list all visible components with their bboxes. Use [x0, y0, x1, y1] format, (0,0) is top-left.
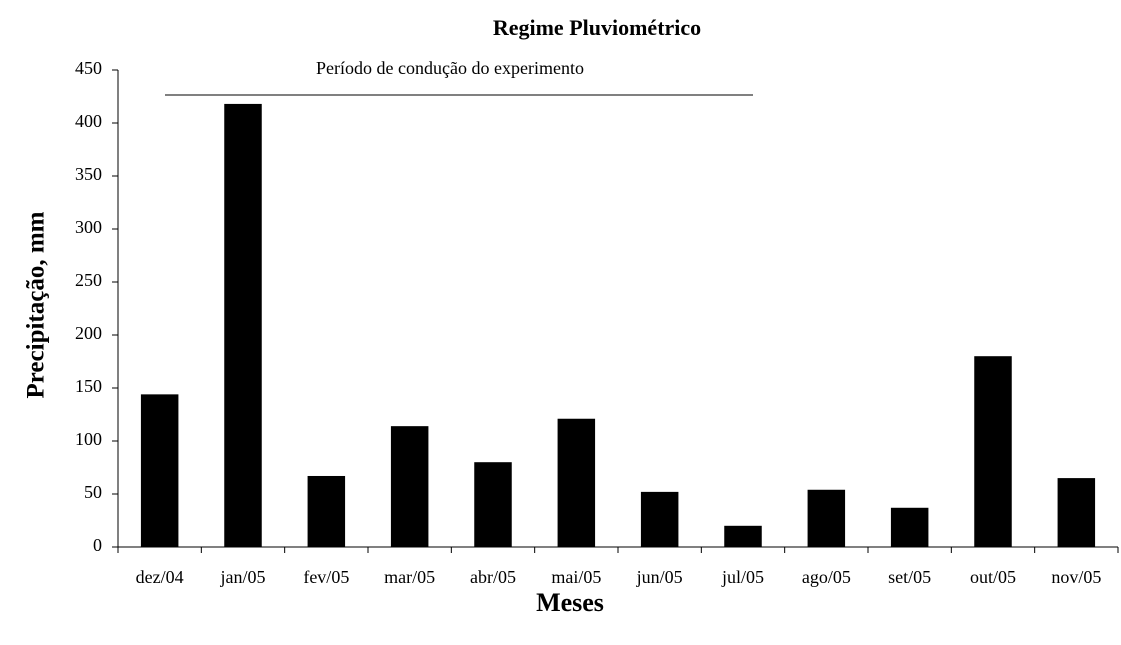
bar — [557, 418, 596, 547]
y-axis-label: Precipitação, mm — [23, 211, 50, 398]
bar — [224, 103, 262, 548]
bar — [307, 475, 346, 547]
x-tick-label: nov/05 — [1051, 567, 1101, 587]
y-tick-label: 100 — [75, 429, 102, 449]
bar — [807, 489, 846, 547]
bar — [390, 426, 429, 547]
y-tick-label: 400 — [75, 111, 102, 131]
bar — [474, 462, 512, 547]
x-tick-label: fev/05 — [303, 567, 349, 587]
x-tick-label: dez/04 — [136, 567, 184, 587]
x-axis-label: Meses — [536, 588, 604, 617]
x-tick-label: jan/05 — [220, 567, 266, 587]
bar — [140, 394, 179, 547]
x-tick-label: set/05 — [888, 567, 931, 587]
y-tick-label: 150 — [75, 376, 102, 396]
y-tick-label: 300 — [75, 217, 102, 237]
bar — [724, 525, 762, 547]
x-tick-label: mar/05 — [384, 567, 435, 587]
x-tick-label: abr/05 — [470, 567, 516, 587]
x-tick-label: jul/05 — [721, 567, 764, 587]
bar — [890, 507, 929, 547]
y-tick-label: 250 — [75, 270, 102, 290]
x-tick-label: jun/05 — [636, 567, 683, 587]
y-tick-label: 350 — [75, 164, 102, 184]
y-tick-label: 200 — [75, 323, 102, 343]
bar — [640, 491, 679, 547]
x-tick-label: ago/05 — [802, 567, 851, 587]
chart-title: Regime Pluviométrico — [493, 15, 701, 40]
x-tick-label: mai/05 — [551, 567, 601, 587]
annotation: Período de condução do experimento — [316, 58, 584, 78]
x-tick-label: out/05 — [970, 567, 1016, 587]
bar — [974, 356, 1012, 547]
y-tick-label: 450 — [75, 58, 102, 78]
y-tick-label: 0 — [93, 535, 102, 555]
y-tick-label: 50 — [84, 482, 102, 502]
bar — [1057, 478, 1096, 547]
